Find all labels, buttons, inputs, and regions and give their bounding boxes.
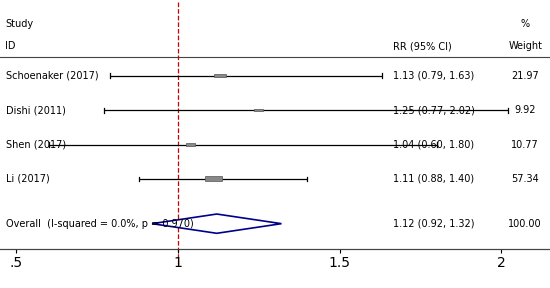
Polygon shape <box>152 214 282 233</box>
Text: 1.12 (0.92, 1.32): 1.12 (0.92, 1.32) <box>393 219 475 229</box>
Text: Study: Study <box>6 19 34 29</box>
Bar <box>205 177 222 181</box>
Text: 1.11 (0.88, 1.40): 1.11 (0.88, 1.40) <box>393 174 474 184</box>
Text: ID: ID <box>6 41 16 52</box>
Bar <box>186 143 195 146</box>
Text: 57.34: 57.34 <box>512 174 539 184</box>
Text: Overall  (I-squared = 0.0%, p = 0.970): Overall (I-squared = 0.0%, p = 0.970) <box>6 219 193 229</box>
Text: 9.92: 9.92 <box>514 105 536 115</box>
Text: %: % <box>521 19 530 29</box>
Text: Li (2017): Li (2017) <box>6 174 50 184</box>
Text: Weight: Weight <box>508 41 542 52</box>
Text: 21.97: 21.97 <box>512 71 539 81</box>
Bar <box>255 109 263 111</box>
Text: RR (95% CI): RR (95% CI) <box>393 41 452 52</box>
Bar <box>214 74 225 77</box>
Text: 10.77: 10.77 <box>512 139 539 149</box>
Text: 1.04 (0.60, 1.80): 1.04 (0.60, 1.80) <box>393 139 474 149</box>
Text: Shen (2017): Shen (2017) <box>6 139 65 149</box>
Text: 1.25 (0.77, 2.02): 1.25 (0.77, 2.02) <box>393 105 475 115</box>
Text: Dishi (2011): Dishi (2011) <box>6 105 65 115</box>
Text: 1.13 (0.79, 1.63): 1.13 (0.79, 1.63) <box>393 71 475 81</box>
Text: 100.00: 100.00 <box>508 219 542 229</box>
Text: Schoenaker (2017): Schoenaker (2017) <box>6 71 98 81</box>
